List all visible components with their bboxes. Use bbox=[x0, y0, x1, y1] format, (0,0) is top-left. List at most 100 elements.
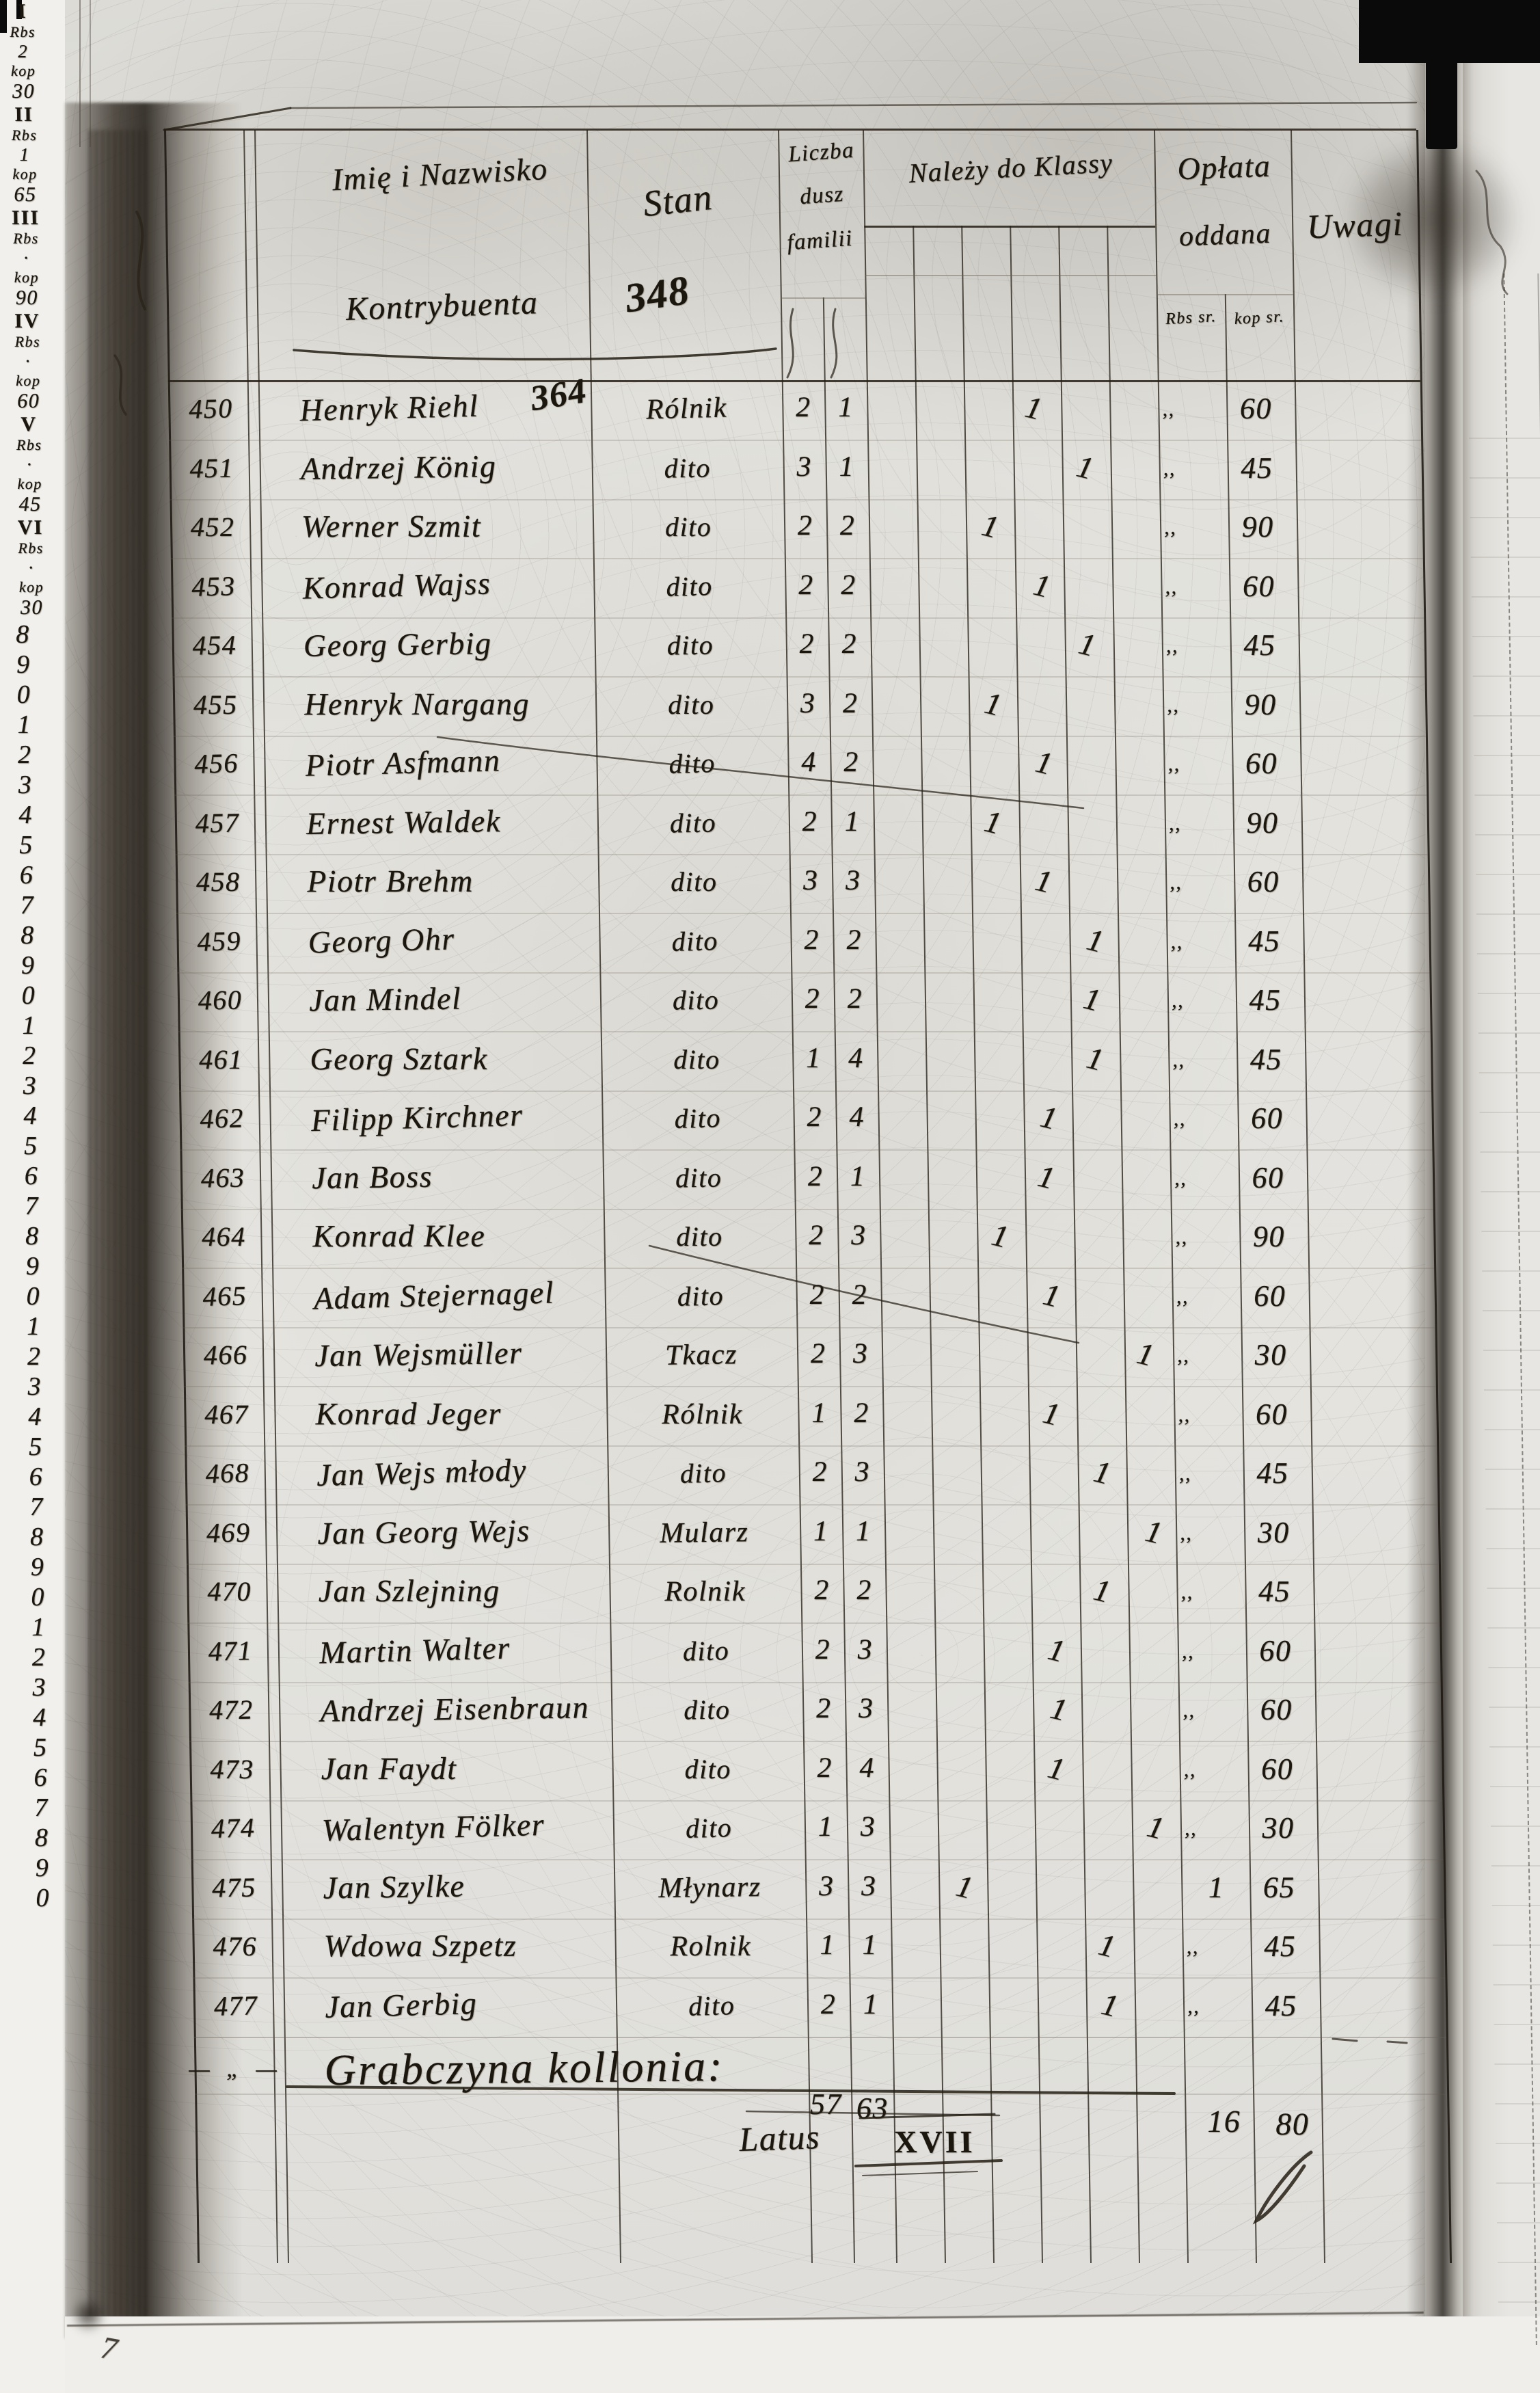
section-row-rule bbox=[195, 2094, 1448, 2095]
row-class-mark: 1 bbox=[1037, 1098, 1062, 1137]
row-occupation: dito bbox=[681, 1634, 730, 1667]
row-occupation: dito bbox=[664, 511, 712, 543]
row-class-mark: 1 bbox=[978, 507, 1003, 546]
facing-partial-number: 9 bbox=[30, 1553, 45, 1581]
row-souls-2: 1 bbox=[850, 1160, 866, 1192]
row-rule bbox=[172, 617, 1424, 619]
facing-partial-number: 4 bbox=[23, 1101, 38, 1130]
row-oplata-rb: ,, bbox=[1173, 1108, 1186, 1130]
row-souls-2: 2 bbox=[847, 983, 863, 1015]
facing-grid-vline bbox=[1537, 273, 1540, 2345]
row-occupation: dito bbox=[673, 1102, 722, 1134]
class-unit-rb: Rbs bbox=[16, 436, 42, 453]
row-oplata-kop: 90 bbox=[1241, 510, 1275, 544]
row-oplata-kop: 90 bbox=[1244, 687, 1278, 721]
facing-row-rule bbox=[1494, 2063, 1540, 2065]
facing-partial-number: 9 bbox=[21, 951, 36, 980]
row-occupation: dito bbox=[675, 1162, 722, 1193]
row-occupation: dito bbox=[672, 984, 720, 1016]
row-souls-1: 2 bbox=[810, 1338, 826, 1369]
row-name: Jan Szlejning bbox=[318, 1573, 501, 1609]
row-occupation: dito bbox=[684, 1753, 732, 1784]
row-oplata-rb: ,, bbox=[1179, 1521, 1193, 1545]
facing-partial-number: 3 bbox=[27, 1372, 42, 1401]
class-numeral: V bbox=[21, 413, 38, 436]
row-occupation: Rolnik bbox=[664, 1575, 746, 1608]
row-rule bbox=[193, 1977, 1446, 1979]
row-oplata-kop: 30 bbox=[1257, 1515, 1291, 1549]
row-number: 458 bbox=[195, 866, 241, 898]
facing-partial-number: 4 bbox=[32, 1703, 48, 1732]
row-oplata-kop: 60 bbox=[1250, 1101, 1284, 1135]
facing-partial-number: 9 bbox=[16, 650, 31, 679]
row-name: Konrad Klee bbox=[312, 1218, 486, 1254]
row-oplata-rb: ,, bbox=[1174, 1166, 1187, 1190]
row-oplata-kop: 45 bbox=[1247, 924, 1281, 958]
class-numeral: IV bbox=[14, 310, 40, 332]
row-souls-2: 2 bbox=[856, 1575, 873, 1606]
facing-row-rule bbox=[1469, 477, 1540, 479]
row-rule bbox=[177, 972, 1430, 974]
class-rate-rb: 2 bbox=[17, 41, 29, 62]
facing-partial-number: 3 bbox=[32, 1673, 47, 1702]
row-oplata-kop: 45 bbox=[1263, 1929, 1297, 1963]
row-souls-1: 2 bbox=[797, 510, 813, 542]
facing-row-rule bbox=[1474, 794, 1540, 796]
row-rule bbox=[188, 1681, 1441, 1683]
row-name: Jan Boss bbox=[311, 1158, 433, 1195]
facing-partial-number: 0 bbox=[21, 981, 36, 1010]
facing-partial-number: 9 bbox=[35, 1854, 50, 1882]
facing-row-rule bbox=[1487, 1627, 1540, 1629]
row-souls-1: 1 bbox=[820, 1929, 836, 1961]
row-rule bbox=[180, 1208, 1433, 1210]
row-name: Filipp Kirchner bbox=[310, 1097, 524, 1138]
row-occupation: dito bbox=[665, 570, 714, 602]
row-souls-2: 2 bbox=[840, 569, 857, 601]
class-unit-kop: kop bbox=[18, 578, 44, 596]
class-rate-rb: 1 bbox=[19, 144, 30, 165]
class-rate-kop: 30 bbox=[20, 596, 44, 619]
row-name: Jan Wejs młody bbox=[315, 1452, 528, 1493]
grid-vline bbox=[1416, 130, 1453, 2263]
facing-partial-number: 4 bbox=[27, 1402, 43, 1431]
header-oplata-line1: Opłata bbox=[1176, 148, 1272, 187]
row-souls-2: 4 bbox=[859, 1752, 876, 1784]
row-souls-2: 2 bbox=[852, 1279, 868, 1311]
facing-row-rule bbox=[1490, 1826, 1540, 1827]
row-occupation: Rólnik bbox=[645, 392, 728, 426]
row-occupation: dito bbox=[673, 1043, 720, 1075]
header-oplata-sub-left: Rbs sr. bbox=[1165, 308, 1217, 328]
row-class-mark: 1 bbox=[952, 1867, 977, 1906]
row-oplata-rb: ,, bbox=[1184, 1817, 1198, 1840]
header-oplata-line2: oddana bbox=[1178, 217, 1273, 253]
row-name: Georg Sztark bbox=[309, 1041, 489, 1076]
row-occupation: dito bbox=[679, 1457, 727, 1489]
row-oplata-rb: ,, bbox=[1166, 693, 1180, 717]
row-name: Konrad Jeger bbox=[315, 1395, 502, 1431]
header-bottom-border bbox=[167, 380, 1420, 382]
facing-row-rule bbox=[1488, 1667, 1540, 1668]
row-oplata-rb: ,, bbox=[1170, 930, 1183, 953]
row-number: 477 bbox=[213, 1989, 259, 2022]
row-occupation: Tkacz bbox=[664, 1339, 738, 1372]
row-number: 460 bbox=[198, 984, 243, 1016]
row-oplata-rb: ,, bbox=[1167, 753, 1180, 775]
facing-row-rule bbox=[1498, 2301, 1540, 2303]
row-rule bbox=[187, 1622, 1440, 1624]
row-souls-2: 3 bbox=[854, 1456, 871, 1488]
row-number: 450 bbox=[188, 392, 234, 425]
class-unit-kop: kop bbox=[17, 475, 42, 492]
class-rate-kop: 90 bbox=[15, 286, 39, 309]
row-rule bbox=[193, 2036, 1446, 2038]
row-souls-2: 2 bbox=[839, 510, 856, 542]
section-title: Grabczyna kollonia: bbox=[323, 2041, 725, 2095]
facing-row-rule bbox=[1483, 1310, 1540, 1311]
row-oplata-kop: 45 bbox=[1256, 1456, 1289, 1490]
row-occupation: Młynarz bbox=[658, 1871, 762, 1904]
row-oplata-kop: 45 bbox=[1258, 1575, 1291, 1608]
class-rate-rb: · bbox=[23, 248, 29, 268]
row-number: 471 bbox=[207, 1634, 254, 1667]
film-edge-mark bbox=[0, 0, 7, 33]
row-class-mark: 1 bbox=[1083, 1039, 1108, 1078]
